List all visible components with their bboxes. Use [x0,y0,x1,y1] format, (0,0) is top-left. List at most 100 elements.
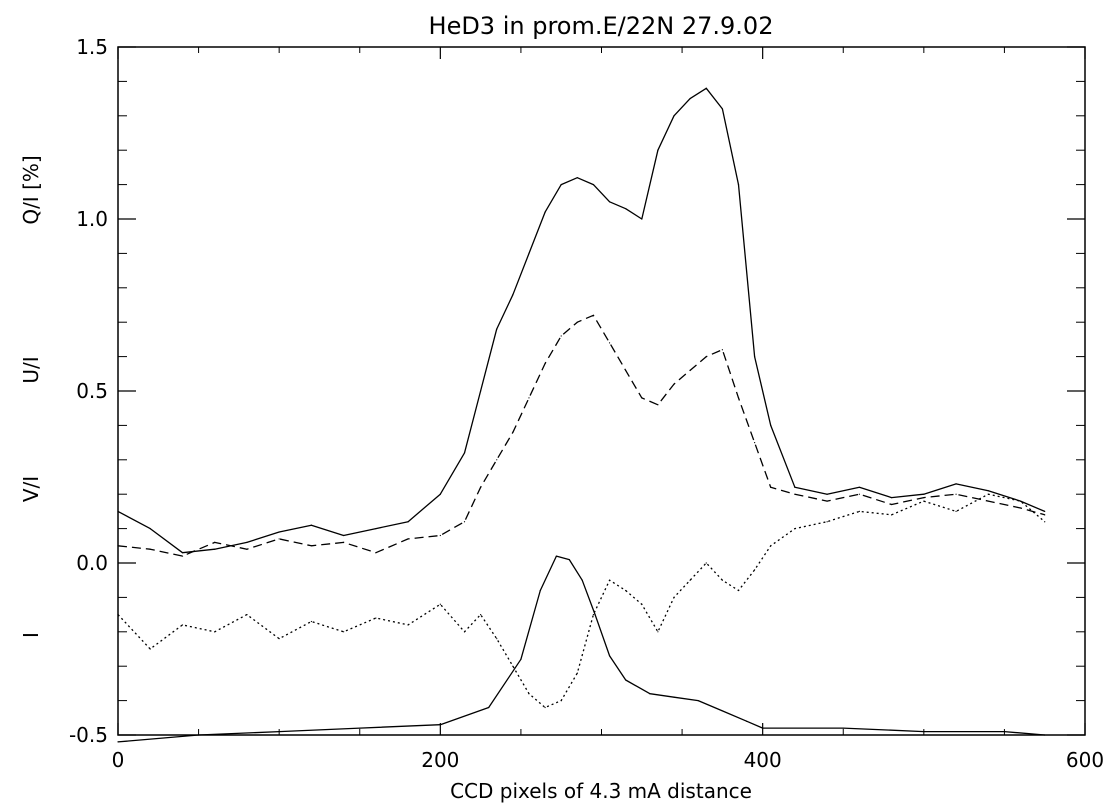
series-2-point [858,493,860,495]
series-4-point [1003,730,1006,733]
series-3-point [463,631,466,633]
y-axis-label-v: V/I [19,476,43,502]
series-4-point [117,741,119,743]
x-tick-label: 600 [1066,748,1104,772]
series-3-point [528,693,530,695]
series-1-point [641,218,643,220]
series-1-point [705,87,707,89]
series-2-point [608,342,611,344]
series-1-point [955,483,957,485]
series-1-point [512,294,514,296]
series-3-point [625,589,627,592]
series-3-point [576,672,578,674]
series-1-point [657,149,659,151]
series-3-point [246,614,248,616]
series-3-point [1044,521,1046,523]
series-4-point [608,655,611,657]
series-1-point [576,177,578,179]
series-2-point [278,538,280,540]
series-1-point [117,510,119,512]
series-3-point [181,624,184,626]
series-1-point [858,486,860,488]
series-1-point [737,184,740,186]
y-axis-label-u: U/I [19,356,43,383]
series-2-point [891,503,893,506]
series-2-point [463,521,466,523]
series-3-point [343,631,345,633]
series-1-point [608,201,611,203]
series-3-point [794,528,796,530]
series-3-point [214,631,216,633]
series-2-point [214,541,216,543]
y-tick-label: -0.5 [69,723,108,747]
series-1-point [463,452,466,454]
series-4-point [359,727,361,729]
series-2-point [754,442,756,444]
series-1-point [439,493,441,495]
series-4-point [568,558,570,561]
y-tick-label: 0.0 [76,551,108,575]
series-3-point [544,706,546,709]
series-1-point [794,486,796,488]
series-4-point [581,579,583,581]
series-1-point [987,490,989,492]
series-4-point [594,614,596,616]
series-2-point [689,369,691,371]
series-1-point [592,184,595,186]
series-3-point [1019,500,1022,502]
series-1-point [560,184,562,186]
series-2-point [923,497,925,499]
series-2-point [528,397,530,399]
series-1-point [181,552,184,554]
series-line-1 [117,87,1045,554]
x-tick-label: 200 [421,748,459,772]
series-4-point [745,720,748,722]
series-4-point [520,658,522,660]
series-4-point [488,706,490,709]
series-3-point [560,700,562,702]
series-2-point [592,314,595,316]
series-2-point [343,541,345,543]
chart-title: HeD3 in prom.E/22N 27.9.02 [429,12,774,40]
series-4-point [673,696,675,698]
series-3-point [770,545,772,547]
series-1-point [310,524,312,526]
series-1-point [278,531,280,533]
series-3-point [641,603,643,605]
series-1-point [496,328,498,330]
series-3-point [512,665,514,667]
series-2-point [673,383,675,385]
series-2-point [641,397,643,399]
series-line-4 [117,555,1045,743]
x-axis-label: CCD pixels of 4.3 mA distance [450,779,752,803]
series-1-point [528,252,530,254]
series-3-point [310,620,312,623]
series-2-point [544,362,546,365]
series-3-point [407,624,409,626]
series-2-point [987,500,989,502]
series-2-point [375,552,377,554]
series-4-point [278,730,280,733]
series-1-point [754,356,756,358]
series-3-point [496,638,498,640]
series-3-point [754,569,756,571]
series-3-point [149,648,151,650]
series-layer [117,87,1046,743]
series-4-point [842,727,844,729]
series-3-point [721,579,723,581]
y-tick-label: 0.5 [76,379,108,403]
series-2-point [1044,514,1046,516]
series-line-3 [117,493,1046,709]
series-1-point [480,390,482,392]
series-3-point [608,579,611,581]
series-2-point [496,459,498,461]
series-3-point [657,631,659,633]
series-2-point [826,500,828,502]
series-3-point [673,596,675,599]
series-2-point [721,349,723,351]
series-1-point [826,493,828,495]
series-2-point [770,486,772,488]
series-3-point [737,589,740,592]
series-1-point [214,548,216,550]
series-4-point [721,710,723,712]
